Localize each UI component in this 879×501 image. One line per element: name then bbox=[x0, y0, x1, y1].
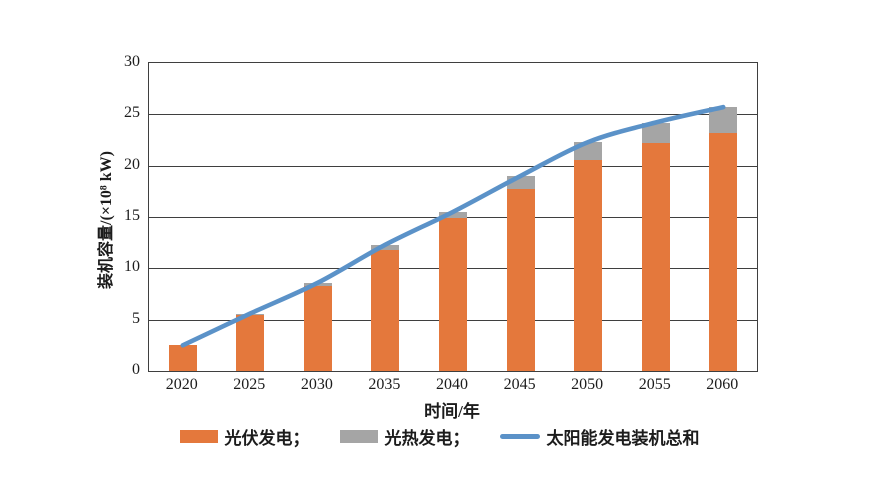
bar-segment-pv bbox=[303, 285, 332, 371]
x-axis-title: 时间/年 bbox=[424, 402, 480, 421]
x-tick-label: 2040 bbox=[436, 376, 468, 393]
bar-segment-csp bbox=[709, 107, 738, 133]
legend-label-pv: 光伏发电； bbox=[224, 429, 310, 448]
x-tick-label: 2035 bbox=[368, 376, 401, 393]
y-tick-label: 15 bbox=[124, 207, 140, 224]
bar-segment-pv bbox=[506, 189, 535, 371]
bar-segment-pv bbox=[574, 159, 603, 371]
gridline bbox=[149, 114, 757, 116]
legend-label-total: 太阳能发电装机总和 bbox=[546, 429, 700, 448]
x-tick-label: 2020 bbox=[165, 376, 198, 393]
csp-bar-swatch-icon bbox=[339, 430, 378, 443]
bar-segment-csp bbox=[439, 211, 467, 218]
y-tick-label: 30 bbox=[124, 53, 140, 70]
y-tick-label: 10 bbox=[124, 258, 140, 276]
plot-area bbox=[148, 62, 758, 372]
bar-segment-csp bbox=[371, 244, 400, 250]
x-tick-label: 2055 bbox=[638, 376, 671, 393]
x-tick-label: 2050 bbox=[571, 376, 604, 393]
legend-item-pv: 光伏发电； bbox=[179, 424, 310, 449]
bar-segment-pv bbox=[168, 345, 197, 371]
bar-segment-pv bbox=[709, 132, 738, 371]
bar-segment-csp bbox=[506, 176, 535, 190]
bar-segment-csp bbox=[236, 313, 265, 315]
pv-bar-swatch-icon bbox=[179, 430, 218, 443]
x-tick-label: 2030 bbox=[300, 376, 333, 393]
y-tick-label: 25 bbox=[124, 104, 140, 122]
legend: 光伏发电； 光热发电； 太阳能发电装机总和 bbox=[0, 424, 879, 449]
bar-segment-pv bbox=[439, 218, 467, 371]
legend-label-csp: 光热发电； bbox=[384, 429, 470, 448]
y-tick-label: 0 bbox=[132, 361, 140, 378]
y-tick-label: 5 bbox=[132, 309, 140, 327]
legend-item-total: 太阳能发电装机总和 bbox=[499, 424, 700, 449]
bar-segment-pv bbox=[371, 249, 400, 371]
x-tick-label: 2025 bbox=[233, 376, 266, 393]
bar-segment-pv bbox=[641, 143, 670, 371]
bar-segment-csp bbox=[303, 282, 332, 286]
bar-segment-pv bbox=[236, 314, 265, 371]
bar-segment-csp bbox=[574, 142, 603, 160]
y-tick-label: 20 bbox=[124, 155, 140, 173]
legend-item-csp: 光热发电； bbox=[339, 424, 470, 449]
total-line-swatch-icon bbox=[499, 434, 540, 439]
x-tick-label: 2060 bbox=[706, 376, 739, 393]
x-tick-label: 2045 bbox=[503, 376, 536, 393]
bar-segment-csp bbox=[641, 122, 670, 144]
